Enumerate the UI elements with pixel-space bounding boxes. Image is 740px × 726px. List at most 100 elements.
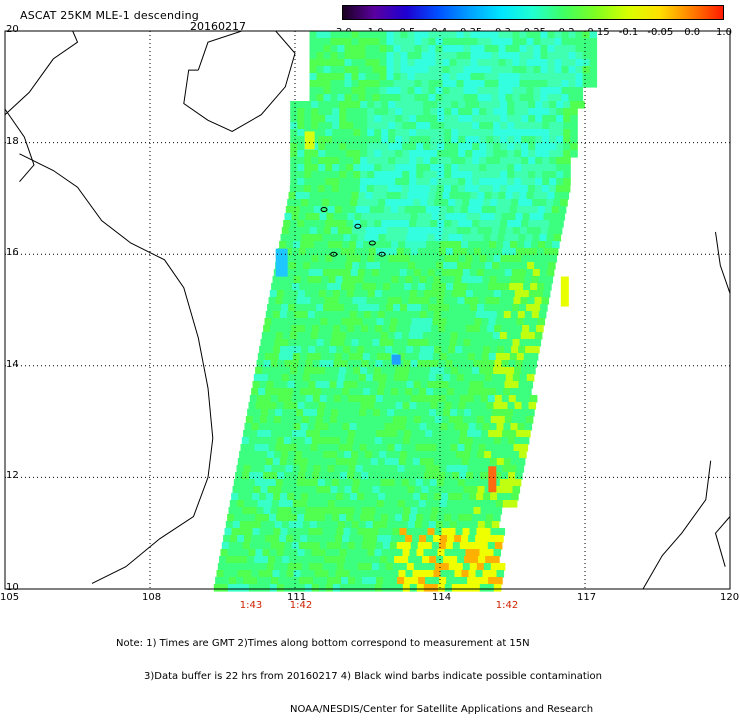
swath-cell	[388, 115, 396, 123]
swath-cell	[542, 136, 550, 144]
swath-cell	[316, 339, 325, 347]
swath-cell	[284, 395, 293, 403]
swath-cell	[457, 444, 466, 452]
swath-cell	[479, 143, 487, 151]
swath-cell	[514, 150, 522, 158]
swath-cell	[339, 290, 348, 298]
swath-cell	[367, 150, 375, 158]
swath-cell	[386, 59, 395, 67]
swath-cell	[491, 87, 500, 95]
swath-cell	[512, 73, 521, 81]
swath-cell	[362, 206, 371, 214]
swath-cell	[221, 542, 230, 550]
swath-cell	[264, 353, 273, 361]
swath-cell	[272, 311, 281, 319]
swath-cell	[255, 549, 264, 557]
swath-cell	[416, 367, 424, 375]
swath-cell	[251, 458, 260, 466]
swath-cell	[563, 178, 571, 186]
swath-cell	[341, 318, 350, 326]
swath-cell	[350, 493, 358, 501]
swath-cell	[449, 38, 458, 46]
swath-cell	[451, 101, 459, 109]
swath-cell	[472, 129, 480, 137]
swath-cell	[501, 248, 510, 256]
swath-cell	[325, 150, 333, 158]
swath-cell	[345, 409, 353, 417]
swath-cell	[459, 395, 468, 403]
swath-cell	[394, 479, 403, 487]
swath-cell	[235, 542, 244, 550]
swath-cell	[388, 514, 396, 522]
swath-cell	[528, 136, 536, 144]
swath-cell	[325, 402, 334, 410]
swath-cell	[528, 143, 536, 151]
swath-cell	[344, 192, 353, 200]
swath-cell	[381, 255, 390, 263]
swath-cell	[469, 269, 478, 277]
swath-cell	[300, 241, 308, 249]
pass-time-label: 1:43	[239, 600, 263, 611]
swath-cell	[320, 353, 329, 361]
swath-cell	[556, 220, 564, 228]
swath-cell	[521, 136, 529, 144]
swath-cell	[524, 311, 533, 319]
swath-cell	[437, 584, 446, 592]
swath-cell	[554, 192, 563, 200]
swath-cell	[380, 479, 389, 487]
swath-cell	[461, 276, 470, 284]
swath-cell	[308, 381, 317, 389]
swath-cell	[546, 269, 555, 277]
swath-cell	[472, 437, 481, 445]
swath-cell	[377, 423, 386, 431]
swath-cell	[366, 297, 375, 305]
swath-cell	[263, 507, 272, 515]
swath-cell	[362, 430, 370, 438]
swath-cell	[294, 269, 303, 277]
swath-cell	[570, 108, 578, 116]
swath-cell	[293, 535, 301, 543]
swath-cell	[344, 339, 353, 347]
swath-cell	[322, 199, 330, 207]
swath-cell	[429, 409, 437, 417]
swath-cell	[468, 535, 476, 543]
swath-cell	[528, 402, 537, 410]
swath-cell	[484, 486, 493, 494]
swath-cell	[511, 493, 519, 501]
swath-cell	[305, 360, 314, 368]
swath-cell	[456, 486, 465, 494]
swath-cell	[394, 409, 402, 417]
swath-cell	[561, 87, 570, 95]
swath-cell	[356, 276, 365, 284]
swath-cell	[470, 87, 479, 95]
swath-cell	[416, 136, 424, 144]
swath-cell	[402, 255, 411, 263]
swath-cell	[490, 416, 499, 424]
swath-cell	[358, 80, 367, 88]
swath-cell	[254, 409, 262, 417]
swath-cell	[499, 332, 508, 340]
swath-cell	[358, 38, 367, 46]
swath-cell	[288, 227, 297, 235]
swath-cell	[506, 297, 515, 305]
swath-cell	[349, 458, 358, 466]
swath-cell	[401, 332, 410, 340]
swath-cell	[234, 549, 243, 557]
swath-cell	[430, 584, 439, 592]
swath-cell	[427, 416, 436, 424]
swath-cell	[444, 437, 453, 445]
swath-cell	[525, 234, 534, 242]
swath-cell	[371, 381, 380, 389]
swath-cell	[515, 325, 523, 333]
swath-cell	[461, 241, 469, 249]
swath-cell	[332, 220, 340, 228]
swath-cell	[513, 409, 521, 417]
swath-cell	[272, 276, 281, 284]
swath-cell	[378, 199, 386, 207]
swath-cell	[493, 122, 501, 130]
swath-cell	[379, 38, 388, 46]
swath-cell	[416, 122, 424, 130]
swath-cell	[305, 542, 314, 550]
swath-cell	[360, 129, 368, 137]
swath-cell	[336, 381, 345, 389]
